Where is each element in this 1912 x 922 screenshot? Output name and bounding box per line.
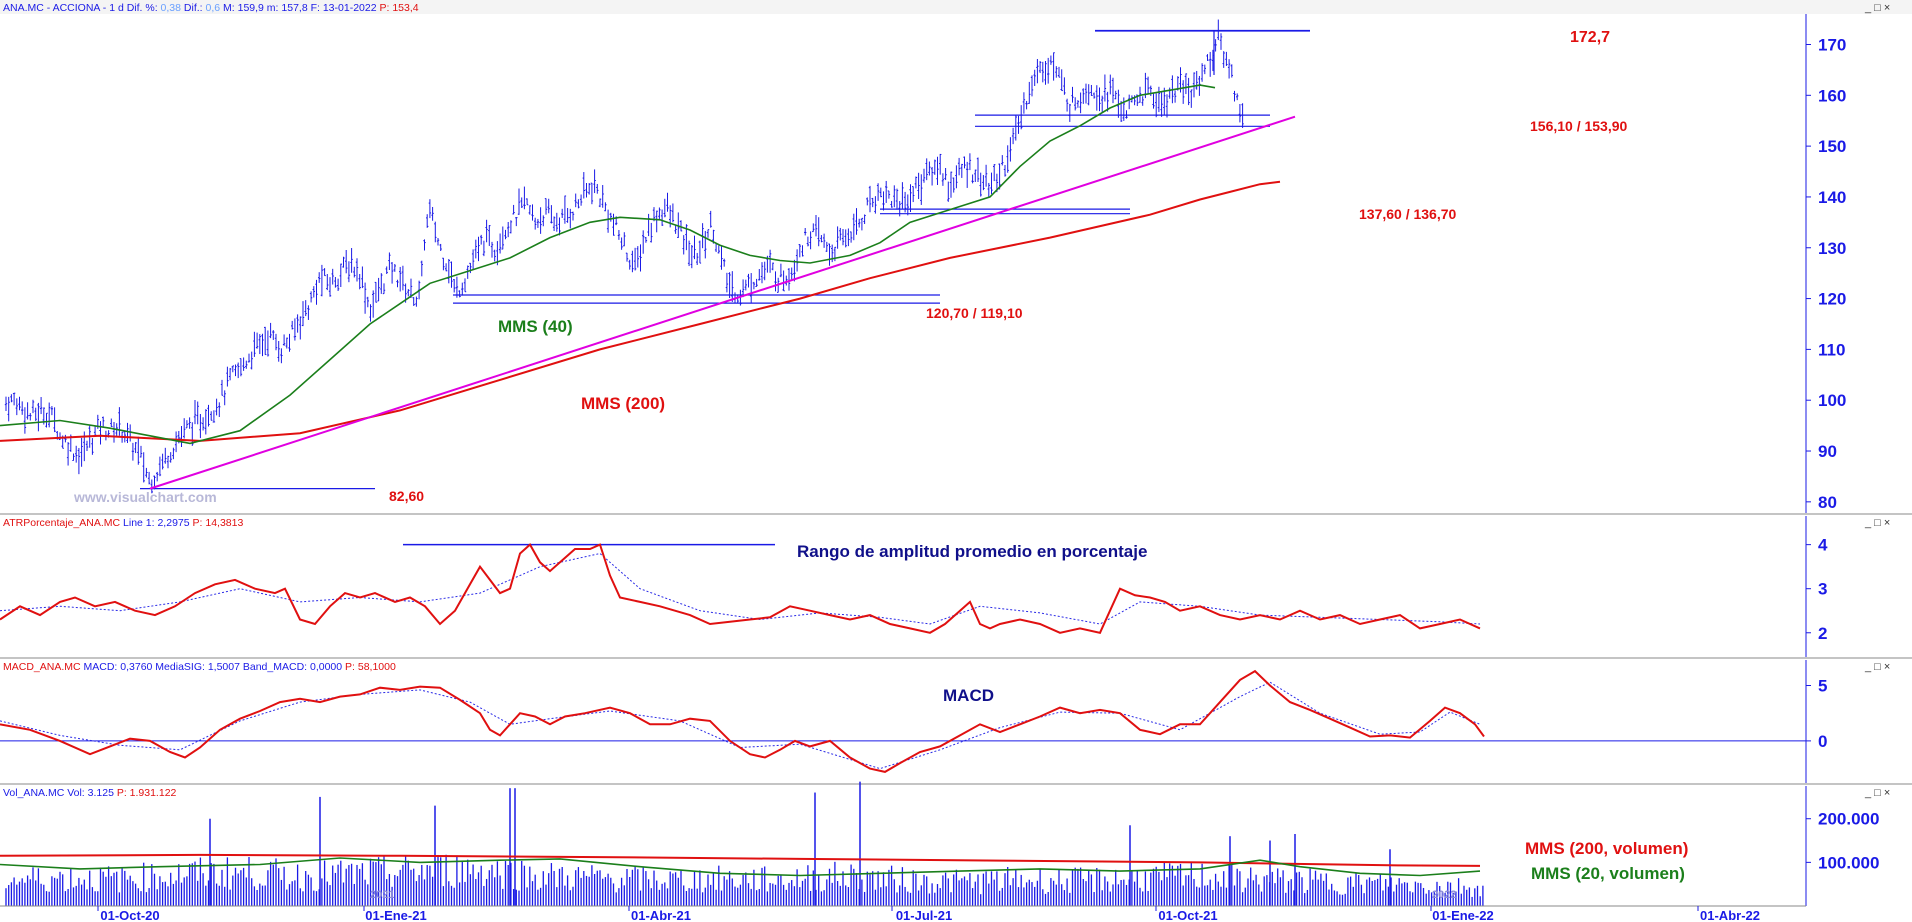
price-tick-label: 150: [1818, 137, 1846, 156]
price-tick-label: 170: [1818, 35, 1846, 54]
price-panel: ANA.MC - ACCIONA - 1 d Dif. %: 0,38 Dif.…: [0, 0, 1912, 513]
volume-header: Vol_ANA.MC Vol: 3.125 P: 1.931.122: [3, 787, 177, 799]
label-mms40: MMS (40): [498, 317, 573, 336]
macd-header-signal: MediaSIG: 1,5007: [152, 661, 240, 673]
label-vol-mms200: MMS (200, volumen): [1525, 839, 1688, 858]
atr-line: [0, 543, 1481, 634]
price-tick-label: 110: [1818, 340, 1845, 359]
header-last: P: 153,4: [377, 2, 419, 14]
macd-y-ticks: 05: [1806, 676, 1827, 751]
atr-title: Rango de amplitud promedio en porcentaje: [797, 542, 1147, 561]
x-tick-label: 01-Ene-22: [1432, 908, 1493, 922]
volume-panel: Vol_ANA.MC Vol: 3.125 P: 1.931.122 _ □ ×…: [0, 781, 1890, 906]
price-tick-label: 90: [1818, 442, 1837, 461]
volume-header-vol: Vol: 3.125: [64, 787, 114, 799]
atr-header: ATRPorcentaje_ANA.MC Line 1: 2,2975 P: 1…: [3, 517, 243, 529]
atr-header-name: ATRPorcentaje_ANA.MC: [3, 517, 121, 529]
price-window-controls[interactable]: _ □ ×: [1864, 2, 1890, 14]
x-tick-label: 01-Ene-21: [365, 908, 426, 922]
macd-title: MACD: [943, 686, 994, 705]
atr-header-period: P: 14,3813: [190, 517, 244, 529]
header-dif-pct: 0,38: [161, 2, 182, 14]
header-dif-label: Dif.:: [181, 2, 206, 14]
label-mms200: MMS (200): [581, 394, 665, 413]
volume-header-name: Vol_ANA.MC: [3, 787, 65, 799]
price-header-bar: [0, 0, 1912, 14]
price-tick-label: 80: [1818, 493, 1837, 512]
volume-mms20-line: [0, 857, 1481, 877]
label-support-3: 120,70 / 119,10: [926, 305, 1023, 321]
x-tick-label: 01-Oct-20: [100, 908, 159, 922]
x-tick-label: 01-Abr-22: [1700, 908, 1760, 922]
x-tick-label: 01-Oct-21: [1158, 908, 1217, 922]
macd-header-name: MACD_ANA.MC: [3, 661, 81, 673]
macd-window-controls[interactable]: _ □ ×: [1864, 661, 1890, 673]
label-low: 82,60: [389, 488, 424, 504]
year-mark-2022: 2022: [1432, 889, 1456, 901]
price-bars: [4, 19, 1244, 494]
price-tick-label: 100: [1818, 391, 1846, 410]
macd-panel: MACD_ANA.MC MACD: 0,3760 MediaSIG: 1,500…: [0, 660, 1890, 783]
year-mark-2021: 2021: [370, 889, 394, 901]
volume-bars: [5, 781, 1484, 906]
atr-tick-label: 3: [1818, 580, 1827, 599]
atr-panel: ATRPorcentaje_ANA.MC Line 1: 2,2975 P: 1…: [0, 516, 1890, 657]
volume-y-ticks: 200.000 100.000: [1806, 810, 1879, 872]
x-tick-label: 01-Abr-21: [631, 908, 691, 922]
trend-line: [149, 115, 1296, 490]
atr-window-controls[interactable]: _ □ ×: [1864, 517, 1890, 529]
macd-header-period: P: 58,1000: [342, 661, 396, 673]
price-y-ticks: 80 90 100 110 120 130 140 150 160 170: [1806, 35, 1846, 512]
macd-signal-line: [0, 681, 1481, 770]
price-header: ANA.MC - ACCIONA - 1 d Dif. %: 0,38 Dif.…: [3, 2, 419, 14]
header-max: M: 159,9: [220, 2, 264, 14]
macd-header-value: MACD: 0,3760: [81, 661, 153, 673]
atr-tick-label: 2: [1818, 624, 1827, 643]
x-axis-ticks: 01-Oct-20 01-Ene-21 01-Abr-21 01-Jul-21 01-O…: [97, 906, 1760, 922]
price-level-lines: [140, 29, 1310, 490]
volume-window-controls[interactable]: _ □ ×: [1864, 787, 1890, 799]
x-axis: 2021 2022 01-Oct-20 01-Ene-21 01-Abr-21 01-…: [0, 889, 1806, 922]
atr-tick-label: 4: [1818, 536, 1828, 555]
price-tick-label: 120: [1818, 290, 1846, 309]
price-tick-label: 140: [1818, 188, 1846, 207]
volume-tick-label: 100.000: [1818, 853, 1879, 872]
label-support-1: 156,10 / 153,90: [1530, 118, 1628, 134]
atr-y-ticks: 2 3 4: [1806, 536, 1828, 643]
watermark: www.visualchart.com: [73, 489, 217, 505]
macd-header: MACD_ANA.MC MACD: 0,3760 MediaSIG: 1,500…: [3, 661, 396, 673]
label-vol-mms20: MMS (20, volumen): [1531, 864, 1685, 883]
mms40-line: [0, 84, 1216, 445]
macd-tick-label: 0: [1818, 732, 1827, 751]
price-tick-label: 160: [1818, 86, 1846, 105]
header-symbol: ANA.MC - ACCIONA -: [3, 2, 109, 14]
volume-tick-label: 200.000: [1818, 810, 1879, 829]
atr-media-line: [0, 552, 1481, 625]
header-min: m: 157,8: [264, 2, 308, 14]
atr-header-line1: Line 1: 2,2975: [120, 517, 190, 529]
label-high: 172,7: [1570, 29, 1610, 46]
header-period: 1 d: [109, 2, 127, 14]
volume-mms200-line: [0, 853, 1481, 867]
macd-tick-label: 5: [1818, 676, 1827, 695]
label-support-2: 137,60 / 136,70: [1359, 206, 1457, 222]
volume-header-period: P: 1.931.122: [114, 787, 177, 799]
header-date: F: 13-01-2022: [308, 2, 377, 14]
price-tick-label: 130: [1818, 239, 1846, 258]
mms200-line: [0, 180, 1281, 442]
x-tick-label: 01-Jul-21: [896, 908, 952, 922]
macd-line: [0, 669, 1485, 773]
header-dif-pct-label: Dif. %:: [127, 2, 161, 14]
macd-header-band: Band_MACD: 0,0000: [240, 661, 342, 673]
header-dif: 0,6: [206, 2, 221, 14]
